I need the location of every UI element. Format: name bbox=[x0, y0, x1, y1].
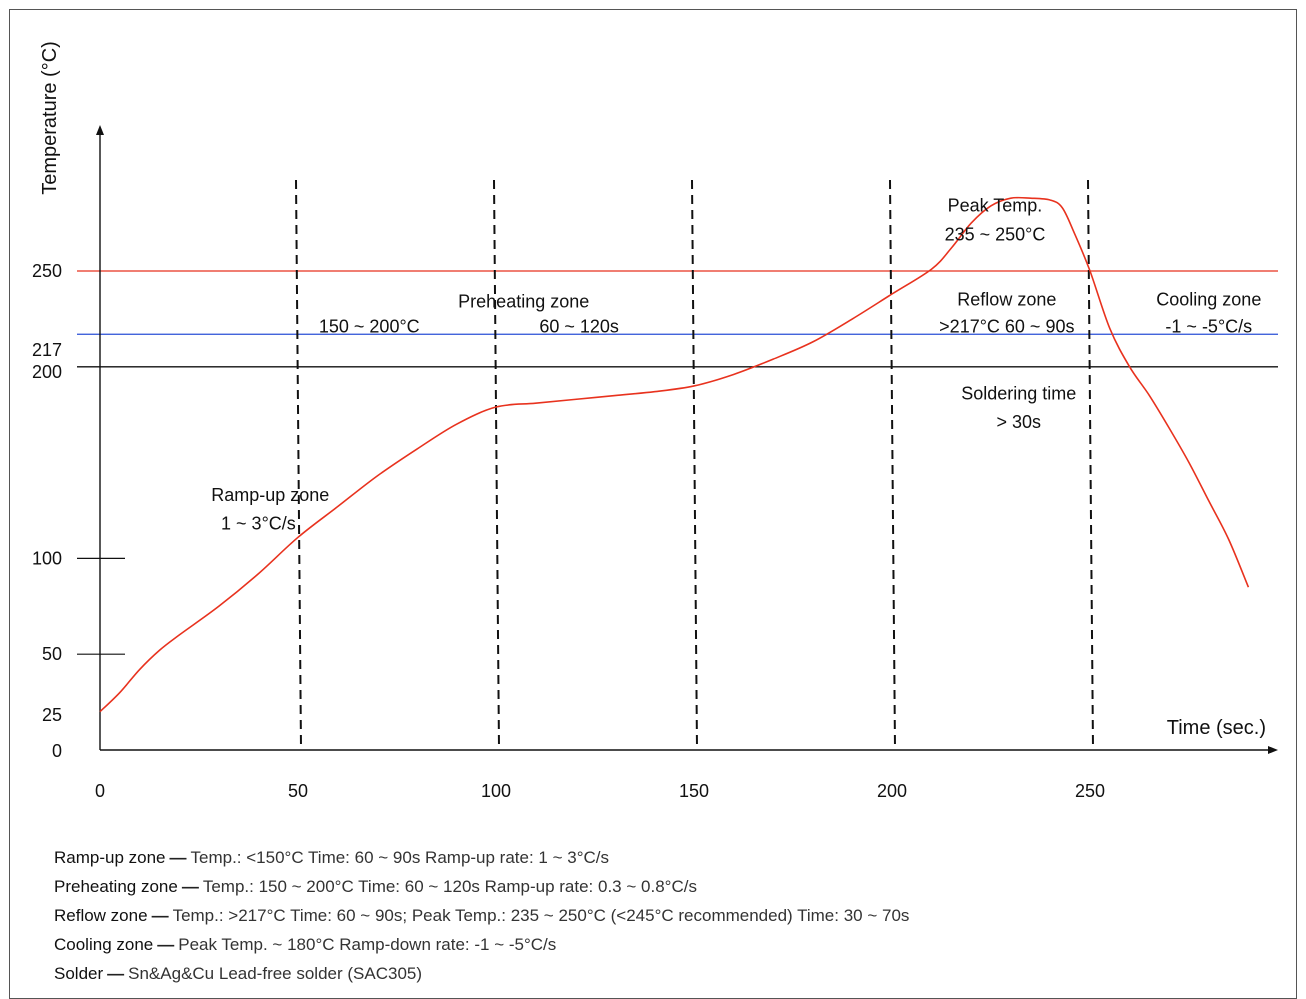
x-axis-arrow bbox=[1268, 746, 1278, 754]
note-text: Peak Temp. ~ 180°C Ramp-down rate: -1 ~ … bbox=[178, 935, 557, 954]
note-line: Preheating zone — Temp.: 150 ~ 200°C Time:… bbox=[54, 872, 1274, 901]
annotation-reflow-detail: >217°C 60 ~ 90s bbox=[939, 316, 1074, 336]
zone-boundary-150 bbox=[691, 179, 698, 749]
y-tick-label-25: 25 bbox=[42, 705, 62, 725]
annotation-cooling-rate: -1 ~ -5°C/s bbox=[1165, 316, 1252, 336]
note-line: Cooling zone — Peak Temp. ~ 180°C Ramp-dow… bbox=[54, 930, 1274, 959]
annotation-rampup-rate: 1 ~ 3°C/s bbox=[221, 514, 296, 534]
annotation-peak-title: Peak Temp. bbox=[948, 196, 1043, 216]
zone-boundary-100 bbox=[493, 179, 500, 749]
y-tick-label-200: 200 bbox=[32, 362, 62, 382]
x-tick-label-100: 100 bbox=[481, 781, 511, 801]
note-line: Reflow zone — Temp.: >217°C Time: 60 ~ 90s… bbox=[54, 901, 1274, 930]
note-separator: — bbox=[169, 848, 187, 867]
reflow-profile-chart: 0 50 100 150 200 25002550100200217250Temperat… bbox=[32, 41, 1278, 801]
note-text: Sn&Ag&Cu Lead-free solder (SAC305) bbox=[128, 964, 423, 983]
x-tick-label-200: 200 bbox=[877, 781, 907, 801]
zone-boundaries-layer bbox=[295, 179, 1094, 749]
note-title: Preheating zone bbox=[54, 877, 178, 896]
note-separator: — bbox=[181, 877, 199, 896]
reference-lines-layer bbox=[77, 270, 1278, 368]
zone-boundary-200 bbox=[889, 179, 896, 749]
annotation-rampup-title: Ramp-up zone bbox=[211, 485, 329, 505]
annotation-reflow-title: Reflow zone bbox=[957, 289, 1056, 309]
zone-boundary-250 bbox=[1087, 179, 1094, 749]
annotation-peak-range: 235 ~ 250°C bbox=[945, 224, 1046, 244]
x-tick-label-150: 150 bbox=[679, 781, 709, 801]
y-tick-label-0: 0 bbox=[52, 741, 62, 761]
note-separator: — bbox=[151, 906, 169, 925]
x-tick-label-0: 0 bbox=[95, 781, 105, 801]
note-line: Solder — Sn&Ag&Cu Lead-free solder (SAC305… bbox=[54, 959, 1274, 988]
note-title: Cooling zone bbox=[54, 935, 154, 954]
annotation-solder-title: Soldering time bbox=[961, 383, 1076, 403]
note-text: Temp.: <150°C Time: 60 ~ 90s Ramp-up rat… bbox=[190, 848, 610, 867]
annotation-preheat-title: Preheating zone bbox=[458, 291, 589, 311]
annotations-layer: Preheating zone 150 ~ 200°C 60 ~ 120s Ramp-… bbox=[211, 196, 1261, 534]
note-title: Solder bbox=[54, 964, 104, 983]
series-line-0 bbox=[99, 196, 1250, 713]
zone-boundary-50 bbox=[295, 179, 302, 749]
note-title: Reflow zone bbox=[54, 906, 148, 925]
y-tick-label-250: 250 bbox=[32, 261, 62, 281]
annotation-preheat-time: 60 ~ 120s bbox=[539, 316, 619, 336]
note-text: Temp.: >217°C Time: 60 ~ 90s; Peak Temp.… bbox=[172, 906, 910, 925]
note-title: Ramp-up zone bbox=[54, 848, 166, 867]
series-layer bbox=[99, 196, 1250, 713]
note-text: Temp.: 150 ~ 200°C Time: 60 ~ 120s Ramp-… bbox=[202, 877, 697, 896]
y-axis-arrow bbox=[96, 125, 104, 135]
y-axis-title: Temperature (°C) bbox=[39, 41, 61, 195]
annotation-preheat-temp: 150 ~ 200°C bbox=[319, 316, 420, 336]
x-axis-title: Time (sec.) bbox=[1167, 717, 1266, 739]
note-separator: — bbox=[157, 935, 175, 954]
note-line: Ramp-up zone — Temp.: <150°C Time: 60 ~ 90… bbox=[54, 843, 1274, 872]
note-separator: — bbox=[107, 964, 125, 983]
chart-frame bbox=[9, 9, 1297, 999]
zone-notes: Ramp-up zone — Temp.: <150°C Time: 60 ~ 90… bbox=[54, 843, 1274, 988]
y-tick-label-50: 50 bbox=[42, 644, 62, 664]
y-tick-label-217: 217 bbox=[32, 340, 62, 360]
annotation-cooling-title: Cooling zone bbox=[1156, 289, 1261, 309]
axes-layer: 0 50 100 150 200 25002550100200217250Temperat… bbox=[32, 41, 1278, 801]
x-tick-label-250: 250 bbox=[1075, 781, 1105, 801]
annotation-solder-time: > 30s bbox=[996, 412, 1041, 432]
y-tick-label-100: 100 bbox=[32, 548, 62, 568]
x-tick-label-50: 50 bbox=[288, 781, 308, 801]
